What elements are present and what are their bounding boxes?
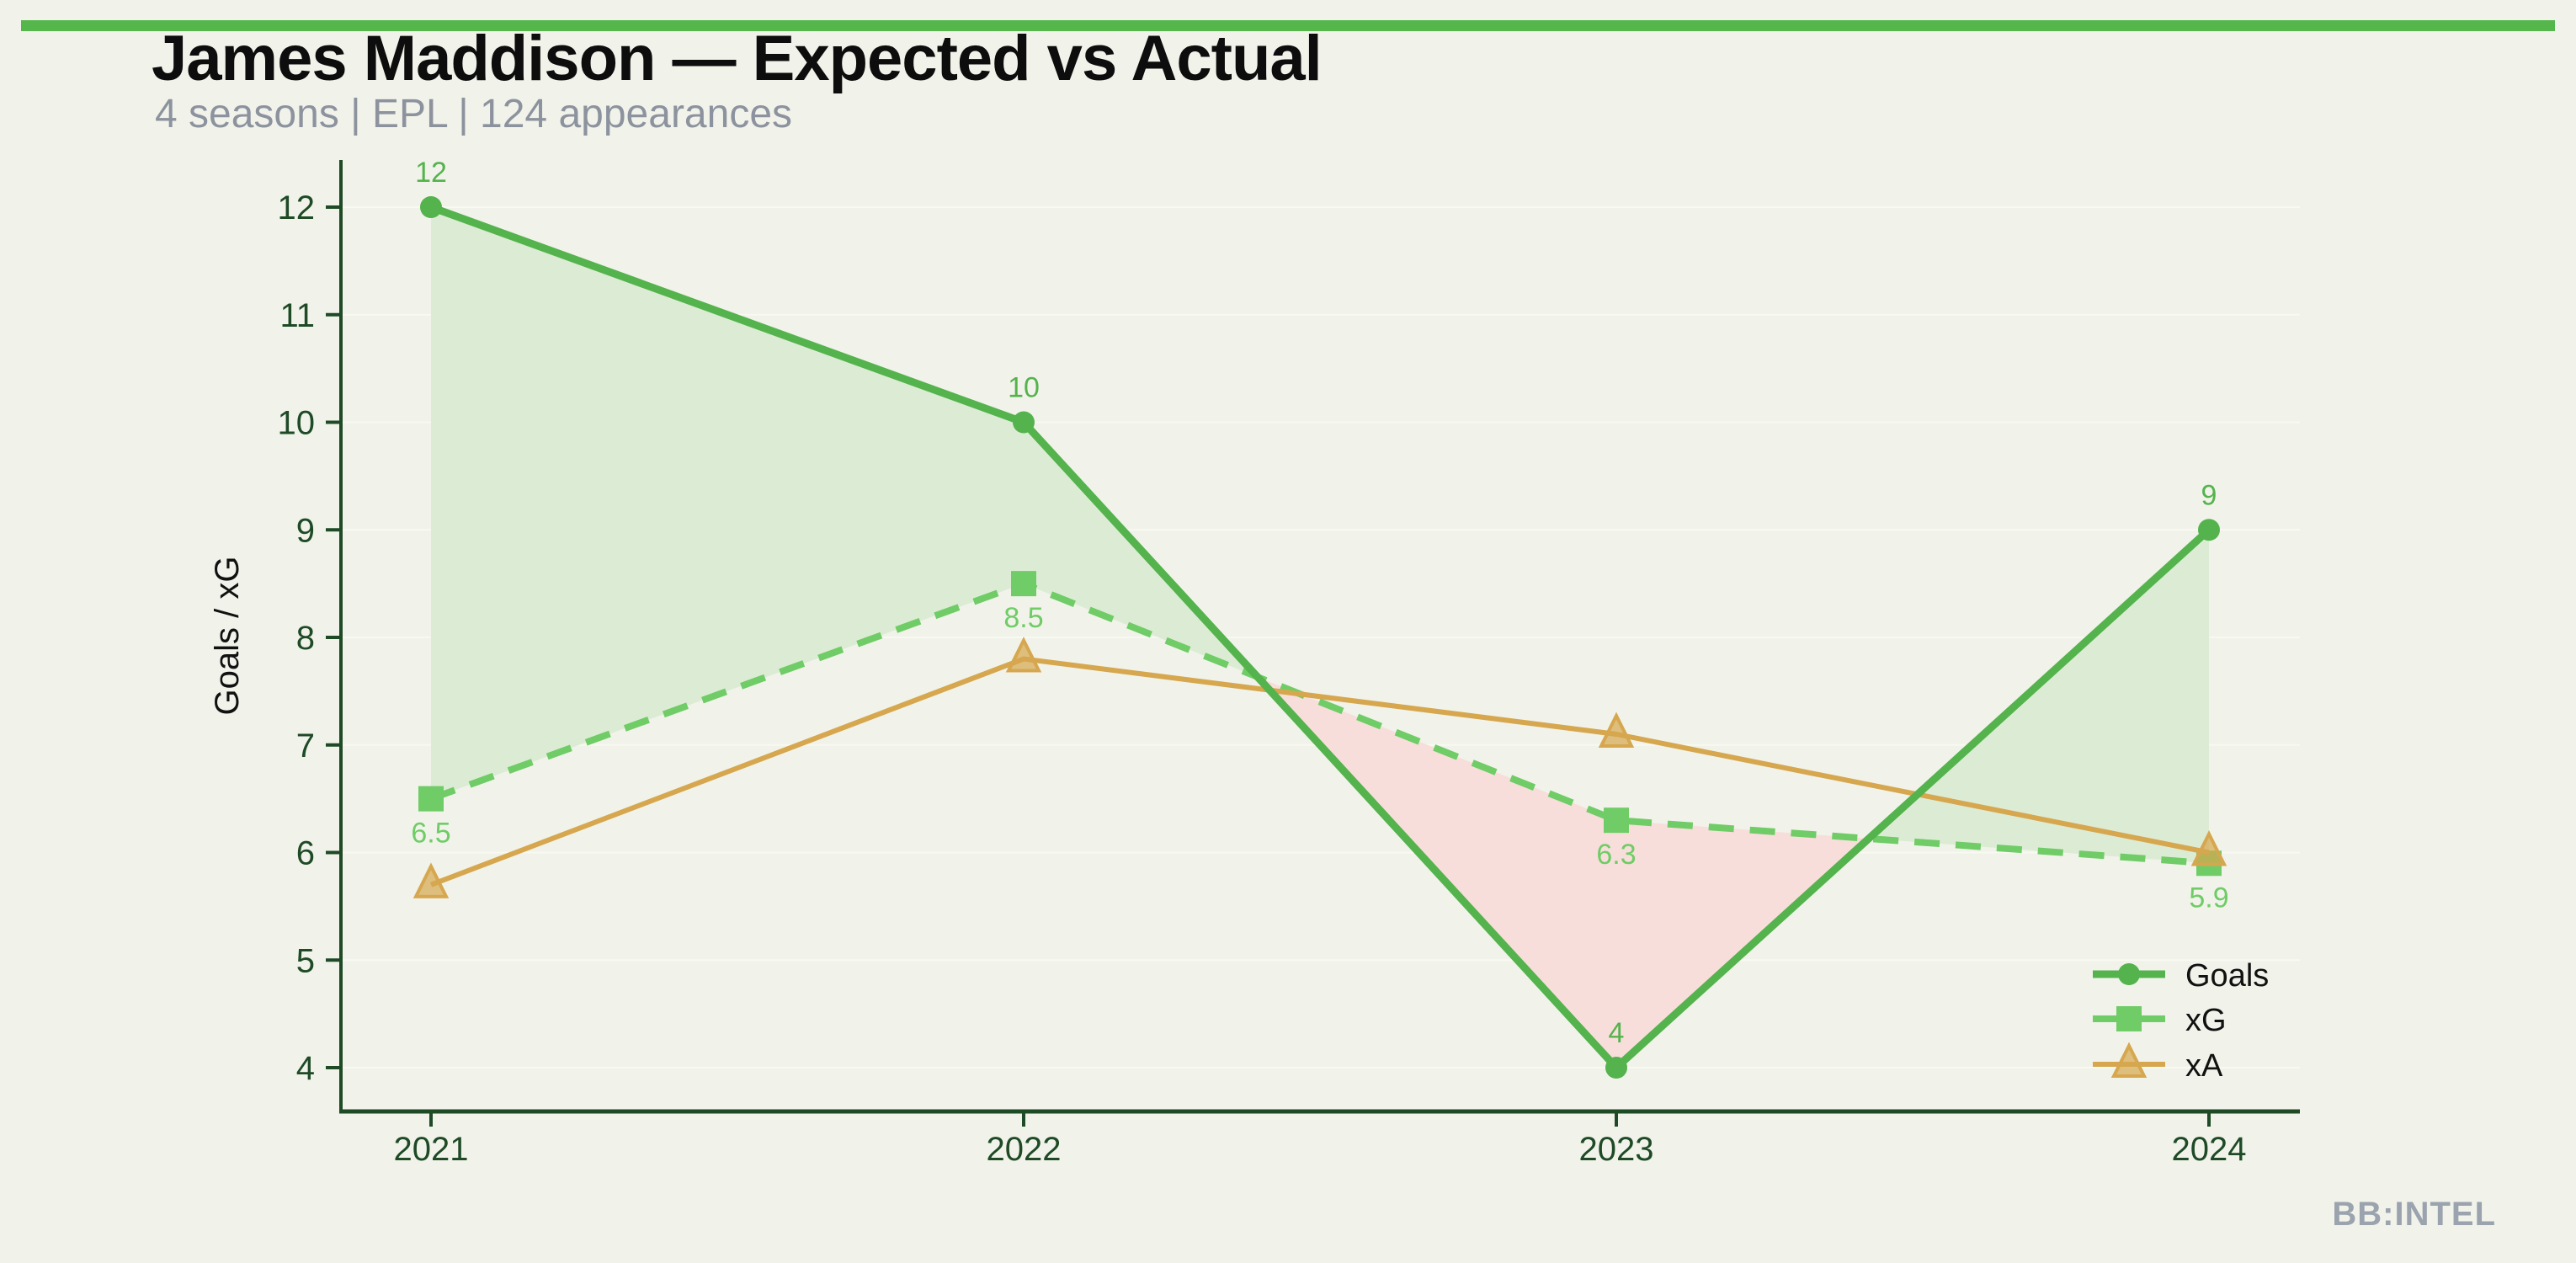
series-line-xg bbox=[429, 579, 2210, 867]
marker-xa-2022 bbox=[1005, 637, 1042, 673]
legend-label-xg: xG bbox=[2185, 1003, 2227, 1038]
y-tick-label-9: 9 bbox=[296, 512, 315, 549]
chart-subtitle: 4 seasons | EPL | 124 appearances bbox=[155, 92, 793, 136]
legend-marker-goals bbox=[2118, 963, 2140, 985]
value-label-goals-2021: 12 bbox=[415, 157, 447, 189]
x-tick-label-2024: 2024 bbox=[2172, 1131, 2247, 1168]
brand-watermark: BB:INTEL bbox=[2332, 1196, 2496, 1233]
marker-xa-2023 bbox=[1598, 711, 1635, 748]
series-line-goals bbox=[429, 203, 2212, 1074]
fill-underperformance bbox=[1257, 677, 1869, 1068]
fill-overperformance bbox=[431, 207, 1258, 799]
x-tick-label-2022: 2022 bbox=[987, 1131, 1062, 1168]
y-tick-label-4: 4 bbox=[296, 1050, 315, 1087]
x-tick-label-2023: 2023 bbox=[1579, 1131, 1654, 1168]
chart-title: James Maddison — Expected vs Actual bbox=[152, 23, 1323, 94]
marker-xg-2021 bbox=[418, 786, 444, 812]
y-tick-label-5: 5 bbox=[296, 942, 315, 979]
y-tick-label-6: 6 bbox=[296, 835, 315, 872]
value-label-xg-2021: 6.5 bbox=[411, 818, 450, 850]
marker-goals-2022 bbox=[1013, 411, 1035, 434]
value-label-xg-2023: 6.3 bbox=[1596, 839, 1636, 871]
series-line-xa bbox=[429, 656, 2210, 887]
marker-goals-2023 bbox=[1605, 1057, 1627, 1079]
legend-marker-xa bbox=[2110, 1042, 2148, 1078]
y-axis-title: Goals / xG bbox=[209, 557, 246, 716]
y-tick-label-8: 8 bbox=[296, 620, 315, 657]
marker-xg-2023 bbox=[1604, 807, 1629, 834]
x-tick-label-2021: 2021 bbox=[394, 1131, 469, 1168]
y-tick-label-11: 11 bbox=[279, 297, 315, 334]
legend-label-goals: Goals bbox=[2185, 958, 2269, 994]
value-label-xg-2022: 8.5 bbox=[1003, 602, 1043, 634]
value-label-goals-2024: 9 bbox=[2201, 479, 2217, 511]
value-label-goals-2022: 10 bbox=[1008, 372, 1040, 404]
marker-xa-2021 bbox=[412, 862, 450, 898]
legend-marker-xg bbox=[2116, 1006, 2142, 1031]
fill-overperformance bbox=[1868, 530, 2209, 864]
marker-goals-2021 bbox=[420, 196, 442, 218]
marker-goals-2024 bbox=[2198, 519, 2220, 541]
marker-xa-2024 bbox=[2190, 830, 2227, 866]
y-tick-label-12: 12 bbox=[278, 189, 316, 226]
value-label-goals-2023: 4 bbox=[1609, 1017, 1625, 1049]
y-tick-label-7: 7 bbox=[296, 727, 315, 765]
marker-xg-2022 bbox=[1011, 571, 1036, 597]
legend-label-xa: xA bbox=[2185, 1048, 2223, 1084]
y-tick-label-10: 10 bbox=[278, 405, 316, 442]
accent-bar bbox=[21, 20, 2555, 31]
value-label-xg-2024: 5.9 bbox=[2189, 882, 2228, 914]
